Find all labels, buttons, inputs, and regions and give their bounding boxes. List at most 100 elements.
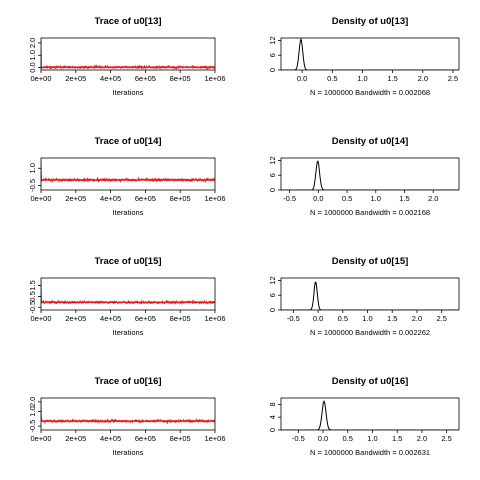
panel-title: Density of u0[16] <box>332 376 409 387</box>
x-tick-label: 6e+05 <box>135 314 156 323</box>
x-tick-label: 1.0 <box>362 314 372 323</box>
panel-title: Density of u0[15] <box>332 256 409 267</box>
plot-frame <box>40 157 216 191</box>
y-tick-label: -0.5 <box>28 420 37 433</box>
panel-5: Trace of u0[15] 0e+00 2e+05 4e+05 6e+05 8e+05… <box>28 256 226 337</box>
y-tick-label: 1.0 <box>28 163 37 173</box>
y-tick-label: 2.0 <box>28 38 37 48</box>
y-tick-label: 0 <box>268 428 277 432</box>
y-tick-label: 6 <box>268 173 277 177</box>
x-tick-label: 1.0 <box>367 434 377 443</box>
y-tick-label: -0.5 <box>28 301 37 314</box>
x-tick-label: 2e+05 <box>65 434 86 443</box>
panel-7: Trace of u0[16] 0e+00 2e+05 4e+05 6e+05 8e+05… <box>28 376 226 457</box>
y-tick-label: -0.5 <box>28 179 37 192</box>
x-tick-label: 0.5 <box>343 434 353 443</box>
trace-band <box>43 179 215 181</box>
y-tick-label: 12 <box>268 156 277 164</box>
panel-2: Density of u0[13] 0.0 0.5 1.0 1.5 2.0 2.5 0 6 12 N… <box>268 16 460 97</box>
plot-area <box>281 281 459 310</box>
x-tick-label: 0e+00 <box>30 74 51 83</box>
x-tick-label: 1e+06 <box>204 434 225 443</box>
trace-band <box>43 66 215 68</box>
x-tick-label: 0e+00 <box>30 194 51 203</box>
plot-area <box>281 38 459 70</box>
x-tick-label: 2.5 <box>436 314 446 323</box>
x-axis-label: Iterations <box>113 448 144 457</box>
y-tick-label: 8 <box>268 402 277 406</box>
panel-4: Density of u0[14] -0.5 0.0 0.5 1.0 1.5 2.0 0 6 12… <box>268 136 460 217</box>
x-tick-label: 6e+05 <box>135 194 156 203</box>
x-tick-label: 4e+05 <box>100 434 121 443</box>
x-tick-label: 2e+05 <box>65 194 86 203</box>
x-tick-label: 0.0 <box>297 74 307 83</box>
y-tick-label: 0 <box>268 68 277 72</box>
x-tick-label: 4e+05 <box>100 314 121 323</box>
trace-band <box>43 420 215 422</box>
x-tick-label: -0.5 <box>292 434 305 443</box>
density-curve <box>281 160 459 190</box>
x-axis-label: N = 1000000 Bandwidth = 0.002262 <box>310 328 430 337</box>
x-tick-label: -0.5 <box>287 314 300 323</box>
panel-title: Trace of u0[15] <box>94 256 161 267</box>
x-tick-label: 1.0 <box>357 74 367 83</box>
x-tick-label: 2.5 <box>448 74 458 83</box>
trace-band <box>43 301 215 303</box>
x-axis-label: Iterations <box>113 208 144 217</box>
panel-8: Density of u0[16] -0.5 0.0 0.5 1.0 1.5 2.0 2.5 0… <box>268 376 460 457</box>
x-tick-label: 0.5 <box>342 194 352 203</box>
density-curve <box>281 281 459 310</box>
y-tick-label: 1.5 <box>28 280 37 290</box>
x-tick-label: 1e+06 <box>204 194 225 203</box>
x-tick-label: 1.5 <box>387 74 397 83</box>
y-tick-label: 1.0 <box>28 50 37 60</box>
x-tick-label: 2.0 <box>418 74 428 83</box>
x-tick-label: 0.5 <box>338 314 348 323</box>
x-axis-label: Iterations <box>113 328 144 337</box>
x-tick-label: 8e+05 <box>170 74 191 83</box>
x-tick-label: 0e+00 <box>30 314 51 323</box>
trace-line <box>41 280 215 306</box>
x-tick-label: 2.0 <box>428 194 438 203</box>
y-tick-label: 12 <box>268 276 277 284</box>
x-tick-label: 2.5 <box>441 434 451 443</box>
x-tick-label: 2.0 <box>417 434 427 443</box>
x-tick-label: 6e+05 <box>135 434 156 443</box>
plot-area <box>281 399 459 430</box>
plot-frame <box>280 37 460 71</box>
x-axis-label: N = 1000000 Bandwidth = 0.002068 <box>310 88 430 97</box>
x-axis-label: Iterations <box>113 88 144 97</box>
y-tick-label: 1.0 <box>28 406 37 416</box>
panel-title: Density of u0[14] <box>332 136 409 147</box>
x-tick-label: 2e+05 <box>65 74 86 83</box>
x-tick-label: 8e+05 <box>170 194 191 203</box>
trace-line <box>41 40 215 70</box>
y-tick-label: 4 <box>268 415 277 419</box>
plot-frame <box>280 157 460 191</box>
y-tick-label: 0.5 <box>28 291 37 301</box>
x-tick-label: 0.5 <box>327 74 337 83</box>
x-tick-label: 4e+05 <box>100 194 121 203</box>
panel-title: Trace of u0[16] <box>94 376 161 387</box>
y-tick-label: 0 <box>268 188 277 192</box>
x-tick-label: 0.0 <box>313 314 323 323</box>
x-tick-label: 2.0 <box>412 314 422 323</box>
panel-6: Density of u0[15] -0.5 0.0 0.5 1.0 1.5 2.0 2.5 0… <box>268 256 460 337</box>
y-tick-label: 0.0 <box>28 62 37 72</box>
x-tick-label: 8e+05 <box>170 314 191 323</box>
panel-title: Trace of u0[14] <box>94 136 161 147</box>
x-axis-label: N = 1000000 Bandwidth = 0.002168 <box>310 208 430 217</box>
plot-frame <box>40 277 216 311</box>
y-tick-label: 6 <box>268 293 277 297</box>
trace-line <box>41 400 215 425</box>
x-tick-label: 6e+05 <box>135 74 156 83</box>
y-tick-label: 2.0 <box>28 397 37 407</box>
plot-area <box>41 400 215 425</box>
y-tick-label: 12 <box>268 36 277 44</box>
x-tick-label: 0.0 <box>313 194 323 203</box>
x-tick-label: 1.5 <box>392 434 402 443</box>
panel-title: Trace of u0[13] <box>94 16 161 27</box>
plot-frame <box>280 397 460 431</box>
plot-frame <box>40 37 216 71</box>
